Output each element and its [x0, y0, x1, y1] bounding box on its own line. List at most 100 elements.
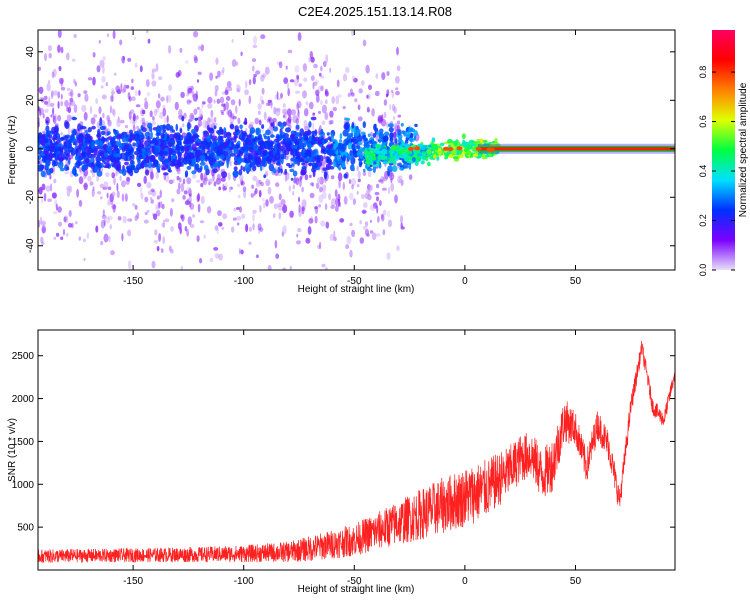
spectrogram-cell [321, 191, 327, 199]
spectrogram-cell [69, 98, 73, 105]
spectrogram-cell [370, 131, 373, 137]
spectrogram-cell [416, 157, 420, 162]
spectrogram-cell [58, 77, 64, 85]
spectrogram-cell [290, 109, 297, 116]
spectrogram-cell [334, 157, 338, 162]
spectrogram-cell [83, 90, 88, 94]
spectrogram-cell [289, 79, 295, 83]
spectrogram-cell [249, 226, 252, 232]
spectrogram-cell [276, 91, 279, 100]
spectrogram-cell [326, 132, 330, 136]
spectrogram-cell [97, 141, 100, 146]
spectrogram-cell [395, 87, 399, 91]
spectrogram-cell [362, 202, 368, 209]
spectrogram-cell [275, 182, 280, 188]
spectrogram-cell [364, 151, 368, 155]
spectrogram-cell [224, 182, 228, 189]
spectrogram-cell [366, 95, 369, 99]
spectrogram-cell [320, 128, 324, 135]
spectrogram-cell [287, 88, 291, 97]
spectrogram-cell [365, 64, 370, 74]
spectrogram-cell [218, 160, 223, 167]
spectrogram-cell [220, 109, 224, 114]
spectrogram-cell [378, 138, 381, 144]
spectrogram-cell [100, 196, 103, 200]
spectrogram-cell [272, 121, 275, 129]
spectrogram-cell [325, 163, 331, 171]
spectrogram-cell [353, 153, 356, 158]
spectrogram-cell [349, 222, 353, 227]
spectrogram-cell [137, 157, 141, 165]
spectrogram-cell [293, 78, 299, 87]
spectrogram-cell [323, 60, 327, 68]
spectrogram-cell [138, 129, 142, 136]
spectrogram-cell [181, 115, 185, 122]
colorbar-axis: 0.0 0.2 0.4 0.6 0.8 [698, 66, 735, 276]
spectrogram-cell [413, 154, 417, 158]
spectrogram-cell [389, 137, 394, 142]
spectrogram-cell [81, 164, 86, 172]
spectrogram-cell [206, 143, 211, 147]
spectrogram-cell [223, 127, 227, 134]
spectrogram-cell [307, 157, 314, 163]
spectrogram-cell [257, 103, 262, 110]
spectrogram-cell [98, 152, 102, 156]
spectrogram-cell [134, 215, 138, 222]
spectrogram-cell [135, 136, 140, 145]
spectrogram-cell [339, 132, 343, 140]
spectrogram-cell [426, 148, 432, 155]
spectrogram-cell [356, 152, 361, 156]
spectrogram-cell [191, 158, 196, 165]
colorbar: 0.0 0.2 0.4 0.6 0.8 Normalized spectral ampl… [698, 30, 749, 276]
spectrogram-cell [160, 143, 164, 147]
spectrogram-cell [103, 233, 109, 243]
spectrogram-cell [187, 87, 193, 94]
spectrogram-cell [138, 89, 141, 96]
spectrogram-cell [101, 214, 107, 220]
spectrogram-cell [134, 90, 138, 97]
spectrogram-cell [147, 122, 153, 129]
spectrogram-cell [457, 150, 462, 155]
spectrogram-cell [154, 229, 158, 236]
spectrogram-cell [323, 171, 328, 180]
spectrogram-cell [301, 199, 307, 209]
spectrogram-cell [286, 108, 292, 117]
spectrogram-cell [292, 184, 295, 190]
snr-y-tick-label: 500 [17, 523, 34, 534]
spectrogram-cell [357, 116, 363, 122]
spectrogram-cell [96, 174, 99, 183]
spectrogram-cell [304, 174, 309, 181]
spectrogram-cell [167, 45, 172, 54]
spectrogram-cell [222, 213, 228, 220]
spectrogram-cell [233, 166, 238, 171]
spectrogram-cell [351, 122, 355, 129]
spectrogram-cell [451, 149, 457, 156]
spectrogram-cell [305, 237, 311, 244]
spectrogram-cell [106, 156, 112, 160]
spectrogram-cell [134, 204, 138, 210]
spectrogram-cell [175, 123, 179, 131]
spectrogram-cell [48, 96, 51, 105]
spectrogram-cell [252, 213, 255, 222]
spectrogram-cell [57, 114, 62, 122]
spectrogram-cell [82, 238, 86, 243]
spectrogram-cell [364, 221, 369, 227]
colorbar-gradient [712, 30, 735, 270]
spectrogram-cell [362, 121, 366, 129]
spectrogram-cell [99, 59, 105, 68]
spectrogram-cell [301, 166, 307, 170]
spectrogram-cell [51, 159, 57, 167]
spectrogram-cell [79, 170, 83, 175]
spectrogram-cell [382, 187, 387, 191]
spectrogram-cell [276, 121, 279, 128]
spectrogram-cell [342, 154, 346, 162]
spectrogram-cell [51, 90, 54, 98]
spectrogram-cell [318, 204, 321, 208]
spectrogram-cell [292, 170, 298, 177]
spectrogram-cell [242, 186, 247, 192]
spectrogram-cell [143, 219, 149, 224]
spectrogram-cell [159, 201, 163, 209]
spectrogram-cell [360, 131, 366, 136]
spectrogram-cell [237, 194, 241, 199]
spectrogram-cell [51, 126, 56, 134]
